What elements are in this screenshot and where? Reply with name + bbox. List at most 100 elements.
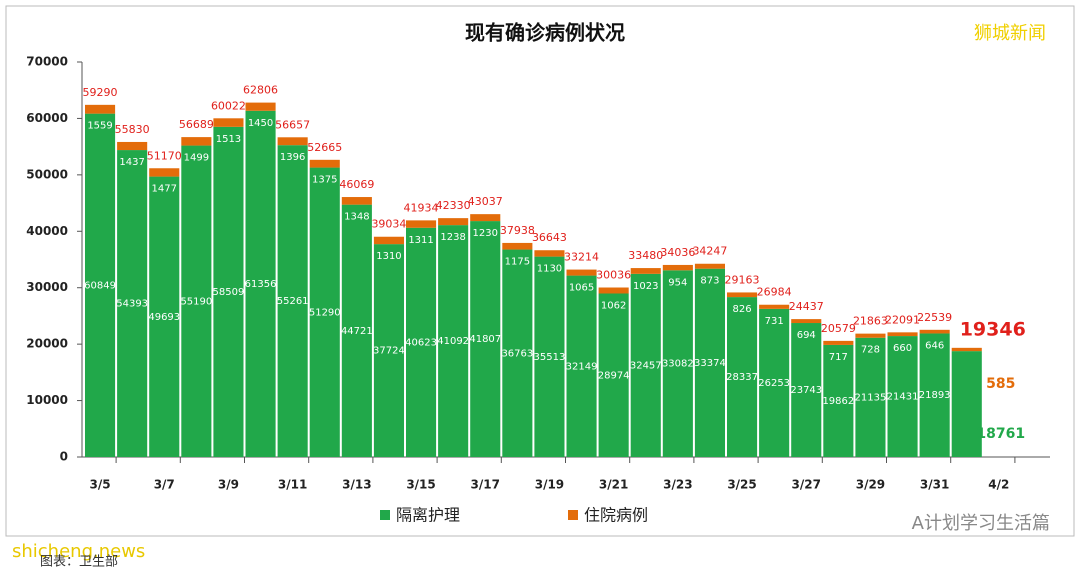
bar-segment xyxy=(438,225,469,457)
bar-segment xyxy=(277,145,308,457)
value-label: 54393 xyxy=(116,299,148,310)
bar-segment xyxy=(470,221,501,457)
total-label: 29163 xyxy=(725,273,760,286)
value-label: 28337 xyxy=(726,372,758,383)
bar-segment xyxy=(887,336,918,457)
value-label: 1310 xyxy=(376,251,401,262)
bar-segment xyxy=(951,351,982,457)
total-label: 55830 xyxy=(115,123,150,136)
value-label: 44721 xyxy=(341,326,373,337)
total-label: 42330 xyxy=(436,199,471,212)
bar-segment xyxy=(373,236,404,245)
bar-segment xyxy=(534,256,565,457)
bar-segment xyxy=(502,249,533,457)
y-tick-label: 10000 xyxy=(26,393,68,407)
value-label: 23743 xyxy=(790,385,822,396)
value-label: 1437 xyxy=(119,157,144,168)
bar-segment xyxy=(759,308,790,457)
bar-segment xyxy=(213,118,244,127)
total-label: 59290 xyxy=(83,86,118,99)
x-tick-label: 3/31 xyxy=(920,478,949,492)
x-tick-label: 3/5 xyxy=(90,478,111,492)
total-label: 36643 xyxy=(532,231,567,244)
value-label: 1450 xyxy=(248,118,273,129)
bar-segment xyxy=(438,218,469,226)
total-label: 46069 xyxy=(339,178,374,191)
value-label: 1238 xyxy=(440,232,465,243)
value-label: 28974 xyxy=(598,370,630,381)
bar-segment xyxy=(791,323,822,457)
bar-segment xyxy=(85,113,116,457)
value-label: 41092 xyxy=(437,336,469,347)
total-label: 19346 xyxy=(960,318,1026,340)
total-label: 60022 xyxy=(211,99,246,112)
bar-segment xyxy=(855,333,886,338)
value-label: 35513 xyxy=(534,352,566,363)
total-label: 37938 xyxy=(500,224,535,237)
value-label: 1396 xyxy=(280,152,305,163)
value-label: 728 xyxy=(861,345,880,356)
bar-segment xyxy=(598,293,629,457)
bar-segment xyxy=(245,102,276,111)
total-label: 20579 xyxy=(821,322,856,335)
x-tick-label: 3/11 xyxy=(278,478,307,492)
value-label: 58509 xyxy=(213,287,245,298)
x-tick-label: 3/19 xyxy=(535,478,564,492)
value-label: 826 xyxy=(733,304,752,315)
bar-segment xyxy=(309,167,340,457)
value-label: 1062 xyxy=(601,301,626,312)
watermark: shicheng.news xyxy=(12,541,145,562)
bar-segment xyxy=(951,347,982,352)
x-tick-label: 3/13 xyxy=(342,478,371,492)
value-label: 954 xyxy=(668,277,687,288)
bar-segment xyxy=(823,344,854,457)
bar-segment xyxy=(694,263,725,269)
value-label: 1023 xyxy=(633,281,658,292)
value-label: 1348 xyxy=(344,212,369,223)
bar-segment xyxy=(373,244,404,457)
value-label: 26253 xyxy=(758,378,790,389)
value-label: 61356 xyxy=(245,279,277,290)
value-label: 1477 xyxy=(152,184,177,195)
x-tick-label: 3/23 xyxy=(663,478,692,492)
x-tick-label: 3/9 xyxy=(218,478,239,492)
x-tick-label: 3/21 xyxy=(599,478,628,492)
bar-segment xyxy=(149,168,180,177)
x-tick-label: 3/29 xyxy=(856,478,885,492)
bar-segment xyxy=(694,268,725,457)
bar-segment xyxy=(823,340,854,345)
bar-segment xyxy=(855,337,886,457)
bar-segment xyxy=(117,141,148,151)
value-label: 36763 xyxy=(501,348,533,359)
bar-segment xyxy=(566,275,597,457)
total-label: 34247 xyxy=(692,245,727,258)
total-label: 33214 xyxy=(564,251,599,264)
value-label: 37724 xyxy=(373,346,405,357)
chart-title: 现有确诊病例状况 xyxy=(465,21,625,45)
legend-swatch xyxy=(568,510,578,520)
bar-segment xyxy=(502,242,533,250)
total-label: 39034 xyxy=(371,218,406,231)
value-label: 49693 xyxy=(148,312,180,323)
bar-segment xyxy=(406,220,437,228)
value-label: 1375 xyxy=(312,175,337,186)
total-label: 30036 xyxy=(596,269,631,282)
value-label: 19862 xyxy=(822,396,854,407)
value-label: 731 xyxy=(765,316,784,327)
value-label: 1065 xyxy=(569,283,594,294)
value-label: 32457 xyxy=(630,360,662,371)
bar-segment xyxy=(727,297,758,457)
value-label: 585 xyxy=(986,376,1015,392)
total-label: 43037 xyxy=(468,195,503,208)
x-tick-label: 4/2 xyxy=(988,478,1009,492)
bar-segment xyxy=(630,273,661,457)
bar-segment xyxy=(309,159,340,168)
value-label: 873 xyxy=(700,276,719,287)
watermark: 狮城新闻 xyxy=(974,23,1046,44)
total-label: 52665 xyxy=(307,141,342,154)
value-label: 694 xyxy=(797,330,816,341)
bar-segment xyxy=(662,270,693,457)
value-label: 1559 xyxy=(87,121,112,132)
x-tick-label: 3/17 xyxy=(471,478,500,492)
bar-segment xyxy=(341,197,372,205)
